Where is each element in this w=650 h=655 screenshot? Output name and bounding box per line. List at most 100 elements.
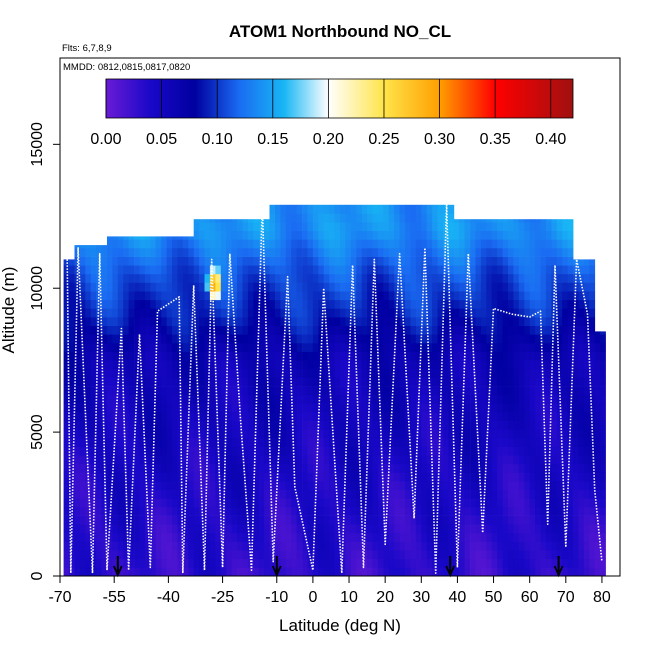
heatmap-cell	[502, 282, 509, 292]
heatmap-cell	[372, 213, 379, 223]
heatmap-cell	[475, 550, 482, 560]
heatmap-cell	[226, 317, 232, 326]
heatmap-cell	[377, 265, 384, 275]
colorbar-tick-label: 0.35	[480, 131, 511, 148]
heatmap-cell	[491, 489, 498, 499]
heatmap-cell	[464, 230, 471, 240]
heatmap-cell	[334, 247, 341, 257]
heatmap-cell	[535, 463, 541, 473]
heatmap-cell	[529, 489, 536, 499]
heatmap-cell	[529, 265, 536, 275]
heatmap-cell	[334, 412, 341, 421]
heatmap-cell	[247, 412, 254, 421]
heatmap-cell	[291, 377, 297, 387]
heatmap-cell	[242, 420, 249, 430]
heatmap-cell	[410, 282, 417, 292]
heatmap-cell	[85, 247, 92, 257]
heatmap-cell	[101, 386, 108, 396]
heatmap-cell	[139, 247, 146, 257]
heatmap-cell	[367, 342, 373, 352]
heatmap-cell	[117, 334, 124, 344]
heatmap-cell	[144, 541, 151, 551]
heatmap-cell	[556, 273, 563, 283]
heatmap-cell	[535, 360, 541, 370]
heatmap-cell	[112, 420, 119, 430]
heatmap-cell	[497, 273, 503, 283]
heatmap-cell	[475, 498, 482, 508]
heatmap-cell	[69, 273, 75, 283]
heatmap-cell	[237, 334, 243, 344]
heatmap-cell	[204, 239, 211, 249]
heatmap-cell	[329, 463, 335, 473]
colorbar-tick-label: 0.40	[535, 131, 566, 148]
heatmap-cell	[199, 532, 205, 542]
heatmap-cell	[437, 247, 444, 257]
heatmap-cell	[545, 222, 552, 231]
heatmap-cell	[551, 446, 558, 456]
heatmap-cell	[383, 481, 390, 490]
heatmap-cell	[535, 550, 541, 560]
heatmap-cell	[96, 256, 102, 266]
heatmap-cell	[253, 420, 260, 430]
heatmap-cell	[101, 498, 108, 508]
heatmap-cell	[502, 524, 509, 534]
heatmap-cell	[144, 351, 151, 361]
heatmap-cell	[573, 498, 579, 508]
heatmap-cell	[443, 481, 449, 490]
heatmap-cell	[204, 342, 211, 352]
heatmap-cell	[291, 481, 297, 490]
heatmap-cell	[361, 265, 368, 275]
heatmap-cell	[275, 498, 281, 508]
heatmap-cell	[578, 291, 585, 301]
heatmap-cell	[275, 308, 281, 318]
heatmap-cell	[453, 386, 460, 396]
heatmap-cell	[193, 403, 200, 413]
heatmap-cell	[237, 550, 243, 560]
heatmap-cell	[502, 489, 509, 499]
heatmap-cell	[367, 524, 373, 534]
heatmap-cell	[535, 219, 541, 223]
heatmap-cell	[600, 412, 606, 421]
heatmap-cell	[285, 515, 292, 525]
heatmap-cell	[350, 360, 357, 370]
heatmap-cell	[285, 558, 292, 568]
heatmap-cell	[518, 541, 525, 551]
heatmap-cell	[177, 308, 184, 318]
heatmap-cell	[150, 429, 157, 439]
heatmap-cell	[307, 567, 314, 576]
heatmap-cell	[334, 334, 341, 344]
heatmap-cell	[345, 291, 352, 301]
heatmap-cell	[302, 256, 308, 266]
heatmap-cell	[340, 239, 346, 249]
heatmap-cell	[405, 481, 411, 490]
heatmap-cell	[237, 239, 243, 249]
heatmap-cell	[242, 317, 249, 326]
heatmap-cell	[497, 351, 503, 361]
heatmap-cell	[432, 265, 438, 275]
heatmap-cell	[367, 567, 373, 576]
heatmap-cell	[340, 489, 346, 499]
heatmap-cell	[432, 567, 438, 576]
heatmap-cell	[172, 317, 178, 326]
heatmap-cell	[242, 437, 249, 447]
heatmap-cell	[502, 455, 509, 465]
heatmap-cell	[367, 230, 373, 240]
heatmap-cell	[573, 515, 579, 525]
heatmap-cell	[291, 360, 297, 370]
heatmap-cell	[513, 463, 520, 473]
heatmap-cell	[237, 481, 243, 490]
heatmap-cell	[583, 506, 590, 516]
heatmap-cell	[540, 446, 547, 456]
heatmap-cell	[556, 219, 563, 223]
heatmap-cell	[155, 541, 162, 551]
heatmap-cell	[247, 247, 254, 257]
heatmap-cell	[215, 239, 222, 249]
heatmap-cell	[551, 308, 558, 318]
heatmap-cell	[209, 239, 216, 249]
heatmap-cell	[74, 412, 81, 421]
heatmap-cell	[264, 541, 270, 551]
heatmap-cell	[432, 334, 438, 344]
heatmap-cell	[551, 222, 558, 231]
heatmap-cell	[269, 256, 276, 266]
heatmap-cell	[150, 256, 157, 266]
